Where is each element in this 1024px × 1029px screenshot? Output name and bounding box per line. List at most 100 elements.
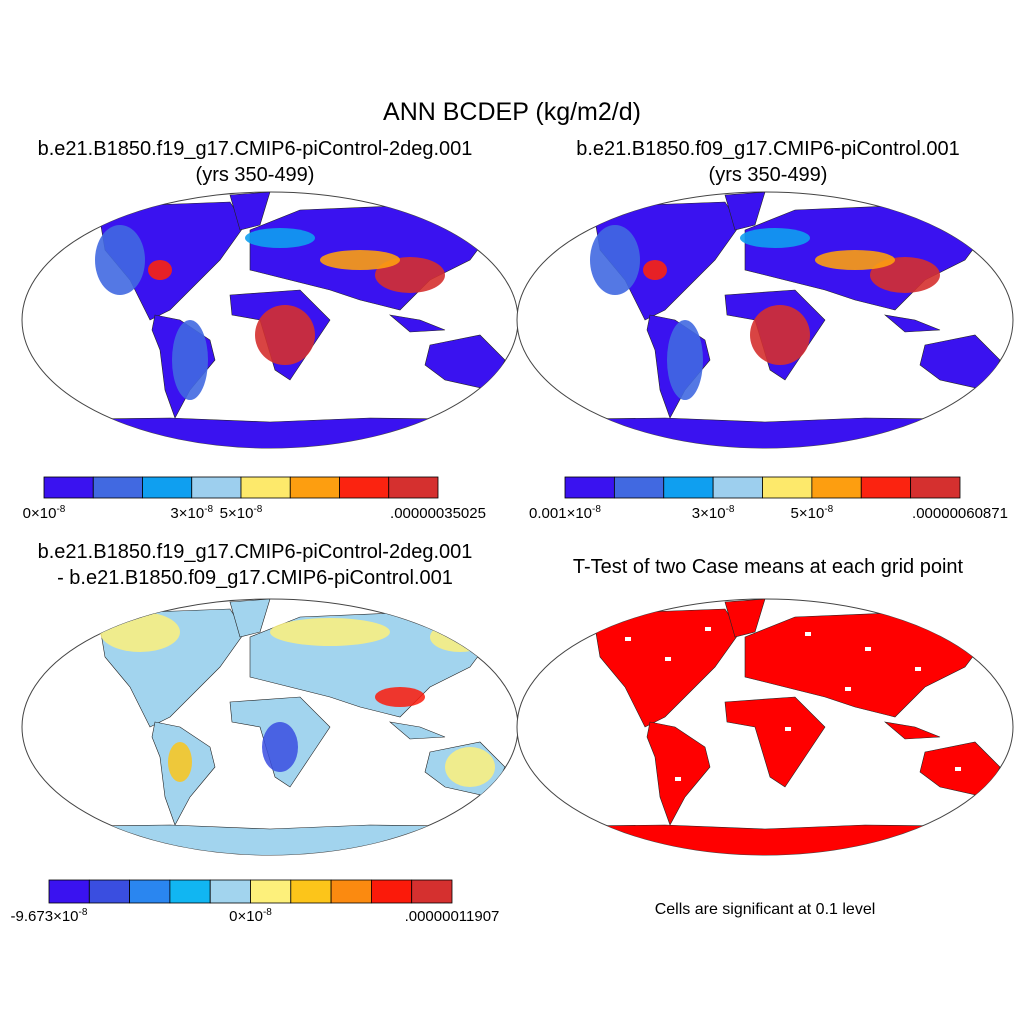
field-patch [148,260,172,280]
map-content [517,192,1013,448]
land [22,824,518,855]
field-patch [445,747,495,787]
label-base: 0.001×10 [529,505,592,522]
label-base: 0×10 [23,505,57,522]
colorbar-label: 0.001×10-8 [529,504,601,522]
field-patch [750,305,810,365]
panel-title: (yrs 350-499) [709,164,828,186]
field-patch [262,722,298,772]
colorbar-swatch [811,476,862,499]
land [883,721,941,740]
colorbar-label: .00000060871 [912,505,1008,522]
gap [665,657,671,661]
field-patch [95,225,145,295]
field-patch [172,320,208,400]
label-base: 5×10 [220,505,254,522]
map [22,192,518,448]
field-patch [245,228,315,248]
colorbar-swatch [663,476,714,499]
colorbar-swatch [129,879,171,904]
gap [675,777,681,781]
panel-title: b.e21.B1850.f19_g17.CMIP6-piControl-2deg… [38,541,473,563]
land [517,417,1013,448]
land [724,696,826,788]
colorbar-swatch [240,476,291,499]
label-base: .00000060871 [912,505,1008,522]
panel-note: Cells are significant at 0.1 level [655,901,876,918]
label-exponent: -8 [726,504,735,515]
land [646,721,711,826]
colorbar-swatch [339,476,390,499]
colorbar-swatch [88,879,131,904]
gap [705,627,711,631]
land [594,608,741,728]
map [22,599,518,855]
panel-title: T-Test of two Case means at each grid po… [573,556,964,578]
colorbar-swatch [712,476,763,499]
colorbar-label: 5×10-8 [220,504,263,522]
field-patch [643,260,667,280]
colorbar-label: 3×10-8 [692,504,735,522]
land [388,314,446,333]
label-base: .00000035025 [390,505,486,522]
colorbar-swatch [250,879,292,904]
label-exponent: -8 [79,907,88,918]
colorbar-swatch [613,476,665,499]
colorbar-swatch [910,476,961,499]
colorbar-swatch [169,879,211,904]
colorbar-label: 0×10-8 [23,504,66,522]
gap [865,647,871,651]
label-base: -9.673×10 [11,908,79,925]
map-content [22,192,518,448]
colorbar-swatch [142,476,193,499]
gap [785,727,791,731]
colorbar-swatch [370,879,413,904]
colorbar-label: 5×10-8 [791,504,834,522]
colorbar-swatch [209,879,251,904]
field-patch [255,305,315,365]
panel-title: - b.e21.B1850.f09_g17.CMIP6-piControl.00… [57,567,453,589]
label-exponent: -8 [824,504,833,515]
colorbar-label: 0×10-8 [229,907,272,925]
panel-title: b.e21.B1850.f09_g17.CMIP6-piControl.001 [576,138,960,160]
map [517,192,1013,448]
land [724,599,766,638]
label-exponent: -8 [592,504,601,515]
label-base: 3×10 [170,505,204,522]
gap [845,687,851,691]
map-content [22,599,518,855]
colorbar-swatch [290,879,332,904]
colorbar-label: -9.673×10-8 [11,907,88,925]
gap [955,767,961,771]
field-patch [100,612,180,652]
label-exponent: -8 [263,907,272,918]
label-base: 5×10 [791,505,825,522]
colorbar-swatch [860,476,912,499]
land [22,417,518,448]
figure-title: ANN BCDEP (kg/m2/d) [383,98,641,126]
land [229,192,271,231]
land [517,824,1013,855]
label-exponent: -8 [253,504,262,515]
colorbar-swatch [191,476,242,499]
field-patch [667,320,703,400]
colorbar-label: 3×10-8 [170,504,213,522]
map-content [517,599,1013,855]
colorbar-swatch [330,879,372,904]
colorbar-swatch [43,476,94,499]
field-patch [320,250,400,270]
field-patch [430,622,490,652]
field-patch [740,228,810,248]
field-patch [168,742,192,782]
field-patch [375,687,425,707]
panel-title: (yrs 350-499) [196,164,315,186]
colorbar-swatch [762,476,813,499]
land [724,192,766,231]
gap [805,632,811,636]
colorbar-swatch [289,476,340,499]
colorbar-swatch [564,476,615,499]
field-patch [375,257,445,293]
label-base: 3×10 [692,505,726,522]
map [517,599,1013,855]
